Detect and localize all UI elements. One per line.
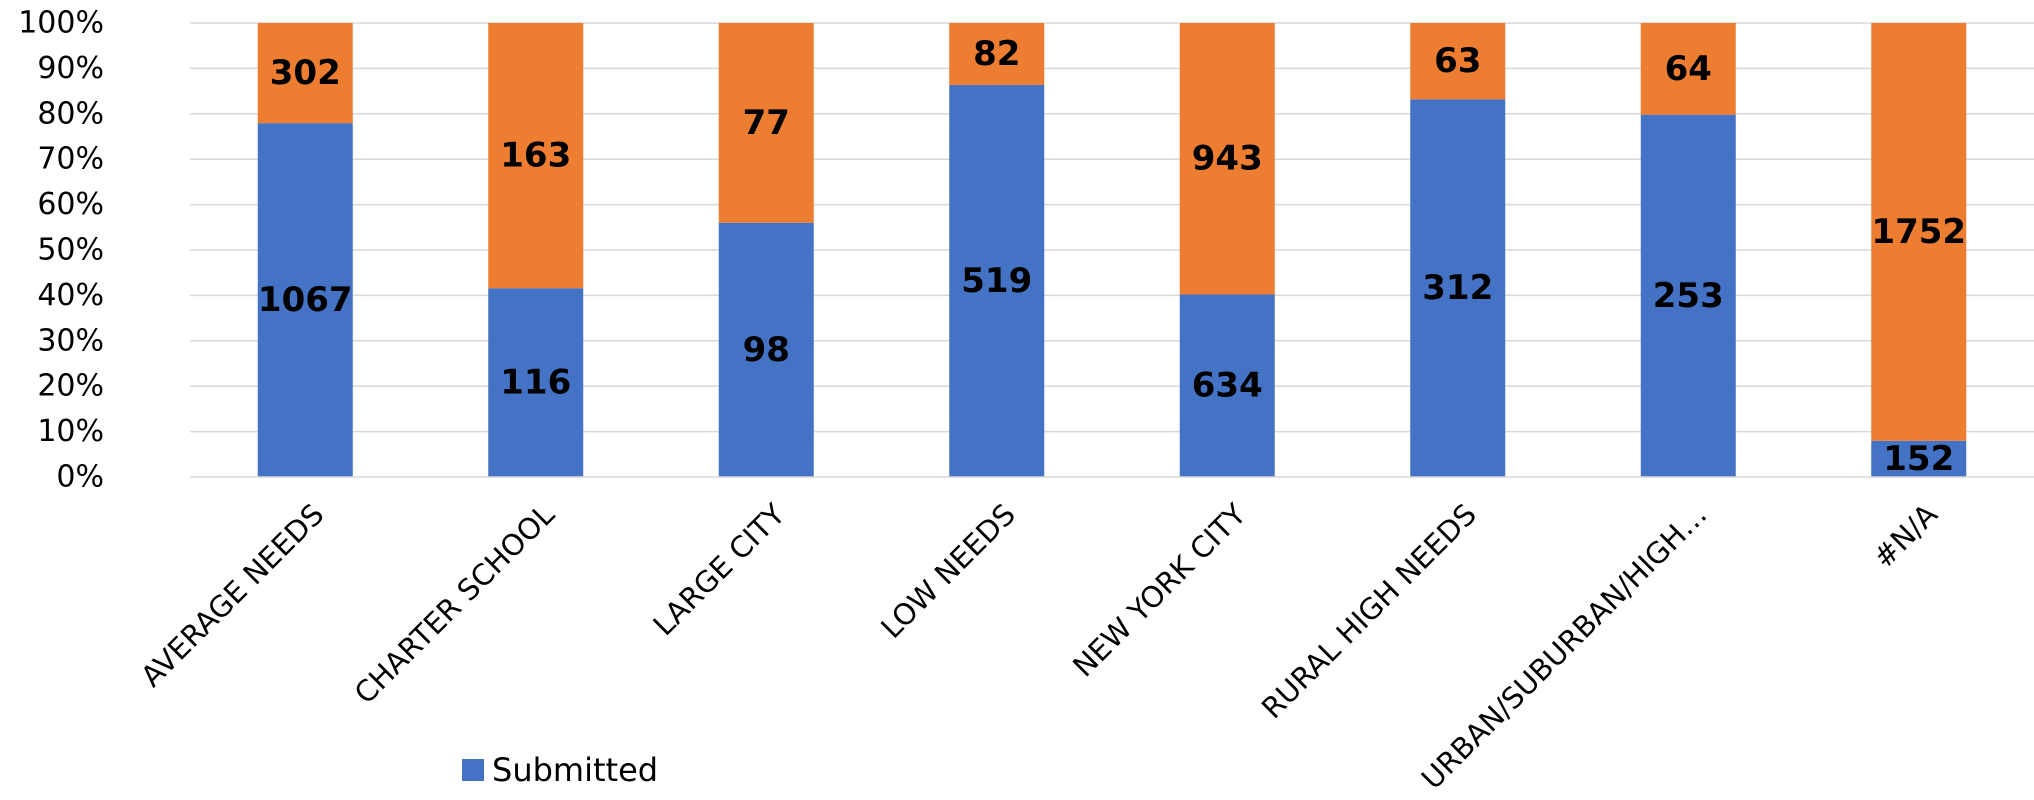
legend-label: Submitted xyxy=(492,751,658,789)
x-category-label: CHARTER SCHOOL xyxy=(348,497,561,710)
bar-segment-series-2 xyxy=(1871,23,1967,441)
bars xyxy=(257,23,1967,478)
data-label: 64 xyxy=(1665,49,1712,89)
bar-segment-series-2 xyxy=(1410,23,1506,100)
y-tick-label: 30% xyxy=(37,323,104,358)
data-label: 634 xyxy=(1192,366,1263,406)
bar-segment-submitted xyxy=(1410,99,1506,477)
y-tick-label: 0% xyxy=(56,460,104,495)
y-tick-label: 10% xyxy=(37,414,104,449)
bar-segment-submitted xyxy=(718,222,814,477)
legend-swatch xyxy=(462,759,484,781)
bar-segment-submitted xyxy=(257,123,353,477)
bar-segment-submitted xyxy=(1871,440,1967,477)
bar-segment-series-2 xyxy=(949,23,1045,85)
y-tick-label: 70% xyxy=(37,142,104,177)
x-axis-category-labels: AVERAGE NEEDS CHARTER SCHOOL LARGE CITY LOW… xyxy=(134,497,1944,796)
y-tick-label: 20% xyxy=(37,369,104,404)
gridlines xyxy=(190,22,2034,433)
data-label: 63 xyxy=(1434,41,1481,81)
x-category-label: RURAL HIGH NEEDS xyxy=(1255,497,1483,725)
bar-segment-submitted xyxy=(488,288,584,477)
x-category-label: LOW NEEDS xyxy=(874,497,1022,645)
bar-segment-series-2 xyxy=(488,23,584,289)
x-category-label: NEW YORK CITY xyxy=(1066,497,1253,684)
data-labels: 1067 302 116 163 98 77 519 82 634 943 312 63 253 64 15… xyxy=(258,34,1966,479)
bar-segment-series-2 xyxy=(718,23,814,223)
x-category-label: AVERAGE NEEDS xyxy=(134,497,330,693)
y-tick-label: 100% xyxy=(18,6,104,41)
data-label: 116 xyxy=(500,363,571,403)
data-label: 152 xyxy=(1883,439,1954,479)
data-label: 1752 xyxy=(1871,212,1966,252)
bar-segment-submitted xyxy=(1179,294,1275,477)
x-category-label: LARGE CITY xyxy=(646,497,791,642)
y-tick-label: 90% xyxy=(37,51,104,86)
data-label: 943 xyxy=(1192,139,1263,179)
y-tick-label: 80% xyxy=(37,96,104,131)
data-label: 82 xyxy=(973,34,1020,74)
y-tick-label: 50% xyxy=(37,233,104,268)
legend: Submitted xyxy=(462,751,658,789)
data-label: 1067 xyxy=(258,280,353,320)
data-label: 98 xyxy=(743,330,790,370)
data-label: 163 xyxy=(500,136,571,176)
data-label: 302 xyxy=(270,53,341,93)
bar-segment-series-2 xyxy=(257,23,353,124)
data-label: 77 xyxy=(743,103,790,143)
data-label: 519 xyxy=(961,261,1032,301)
bar-segment-submitted xyxy=(949,84,1045,478)
x-category-label: #N/A xyxy=(1866,497,1944,575)
y-tick-label: 60% xyxy=(37,187,104,222)
y-tick-label: 40% xyxy=(37,278,104,313)
data-label: 253 xyxy=(1653,276,1724,316)
y-axis-tick-labels: 0% 10% 20% 30% 40% 50% 60% 70% 80% 90% 100% xyxy=(18,6,104,495)
bar-segment-series-2 xyxy=(1179,23,1275,295)
data-label: 312 xyxy=(1422,268,1493,308)
bar-segment-series-2 xyxy=(1640,23,1736,115)
bar-segment-submitted xyxy=(1640,114,1736,478)
